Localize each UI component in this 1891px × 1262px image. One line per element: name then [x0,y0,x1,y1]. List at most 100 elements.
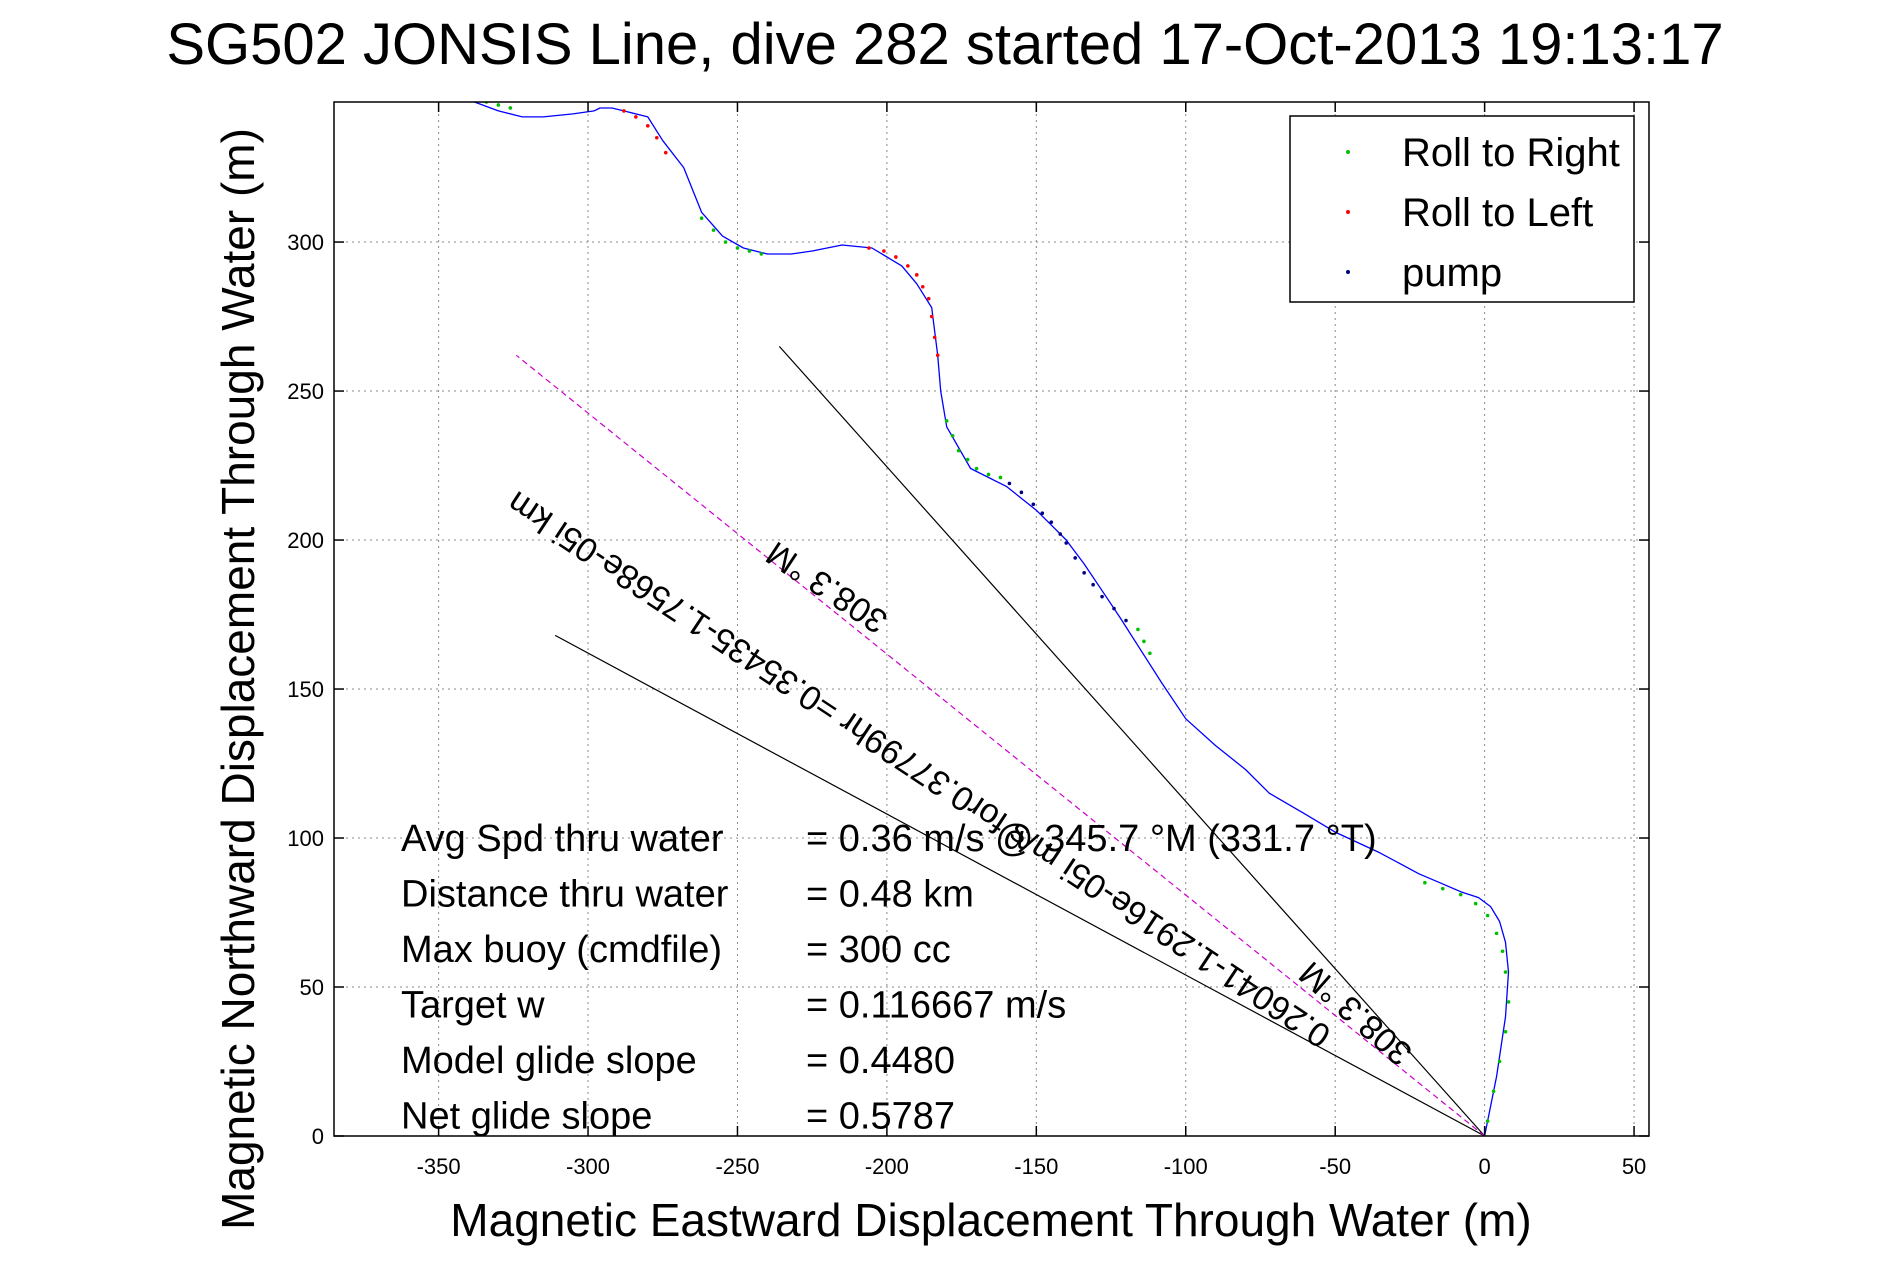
stats-block: Avg Spd thru water = 0.36 m/s @ 345.7 °M … [401,818,1377,1138]
roll-right-marker [747,249,752,253]
pump-marker [1007,481,1012,486]
stat-label: Model glide slope [401,1040,697,1082]
stat-label: Target w [401,985,545,1027]
roll-right-marker [1497,1059,1502,1064]
x-tick-label: -150 [1014,1154,1058,1179]
x-tick-label: -300 [566,1154,610,1179]
x-tick-label: -350 [417,1154,461,1179]
roll-left-marker [867,246,871,250]
pump-marker [1112,606,1116,611]
roll-left-marker [935,353,940,358]
stat-value: = 0.5787 [806,1096,955,1138]
legend-marker [1346,270,1350,274]
roll-left-marker [654,135,659,140]
y-tick-label: 100 [287,826,324,851]
roll-left-marker [622,109,626,113]
roll-right-marker [496,103,501,107]
roll-left-marker [894,255,898,259]
pump-marker [1091,582,1095,587]
stat-label: Max buoy (cmdfile) [401,929,722,971]
roll-right-marker [950,433,955,438]
roll-right-marker [1423,880,1427,885]
roll-left-marker [929,314,934,319]
chart-title: SG502 JONSIS Line, dive 282 started 17-O… [166,12,1723,77]
y-tick-labels: 0 50 100 150 200 250 300 [287,230,324,1149]
pump-marker [1019,490,1024,495]
reference-line [778,345,1486,1137]
y-tick-label: 250 [287,379,324,404]
roll-left-marker [932,335,937,340]
stat-label: Avg Spd thru water [401,818,724,860]
stat-value: = 0.116667 m/s [806,985,1066,1027]
pump-marker [1031,502,1036,507]
stat-value: = 0.36 m/s @ 345.7 °M (331.7 °T) [806,818,1377,860]
roll-right-marker [986,472,991,477]
roll-right-marker [1473,901,1478,906]
roll-left-marker [906,264,910,268]
legend: Roll to Right Roll to Left pump [1289,115,1635,303]
x-tick-label: 50 [1622,1154,1646,1179]
roll-right-marker [699,216,704,221]
x-tick-label: 0 [1479,1154,1491,1179]
roll-right-marker [508,106,513,110]
pump-marker [1049,520,1054,524]
roll-right-marker [735,246,740,250]
x-tick-labels: -350 -300 -250 -200 -150 -100 -50 0 50 [417,1154,1647,1179]
roll-right-marker [1485,913,1490,918]
stat-value: = 300 cc [806,929,951,971]
x-tick-label: -100 [1164,1154,1208,1179]
pump-marker [1058,532,1063,536]
legend-label: Roll to Left [1402,191,1593,235]
y-tick-label: 300 [287,230,324,255]
legend-marker [1346,150,1350,154]
roll-left-marker [926,296,931,301]
roll-left-marker [634,115,638,119]
roll-right-marker [1142,639,1146,644]
x-tick-label: -200 [865,1154,909,1179]
legend-marker [1346,210,1350,214]
y-tick-label: 150 [287,677,324,702]
stat-value: = 0.48 km [806,874,974,916]
roll-right-marker [1440,886,1445,891]
stat-label: Distance thru water [401,874,729,916]
tick-marks [334,102,1649,1137]
roll-right-marker [965,457,970,462]
roll-right-marker [759,252,764,256]
stat-label: Net glide slope [401,1096,652,1138]
reference-line [554,634,1485,1137]
roll-right-marker [1494,931,1499,936]
pump-marker [1100,594,1104,599]
roll-right-marker [1506,1000,1511,1004]
roll-right-marker [711,228,716,232]
y-axis-label: Magnetic Northward Displacement Through … [212,128,264,1230]
stat-value: = 0.4480 [806,1040,955,1082]
plot-frame [333,101,1650,1137]
pump-marker [1040,511,1045,516]
y-tick-label: 50 [300,975,324,1000]
roll-right-marker [1500,949,1505,954]
roll-right-marker [1458,892,1463,897]
x-tick-label: -250 [715,1154,759,1179]
roll-right-marker [1503,1029,1508,1034]
pump-marker [1082,571,1086,575]
legend-label: pump [1402,251,1502,295]
roll-left-marker [663,150,668,155]
x-tick-label: -50 [1319,1154,1351,1179]
roll-left-marker [646,124,650,128]
marker-group [484,102,1511,1123]
legend-label: Roll to Right [1402,131,1620,175]
roll-right-marker [1136,627,1140,632]
pump-marker [1124,618,1128,623]
grid-lines [334,102,1649,1137]
roll-right-marker [944,419,949,423]
track-group [469,102,1510,1136]
roll-right-marker [1503,970,1508,974]
y-tick-label: 200 [287,528,324,553]
heading-line [515,354,1486,1137]
pump-marker [1073,556,1077,560]
track-line [469,102,1510,1136]
x-axis-label: Magnetic Eastward Displacement Through W… [450,1194,1531,1246]
roll-right-marker [998,475,1003,480]
roll-left-marker [914,273,919,277]
